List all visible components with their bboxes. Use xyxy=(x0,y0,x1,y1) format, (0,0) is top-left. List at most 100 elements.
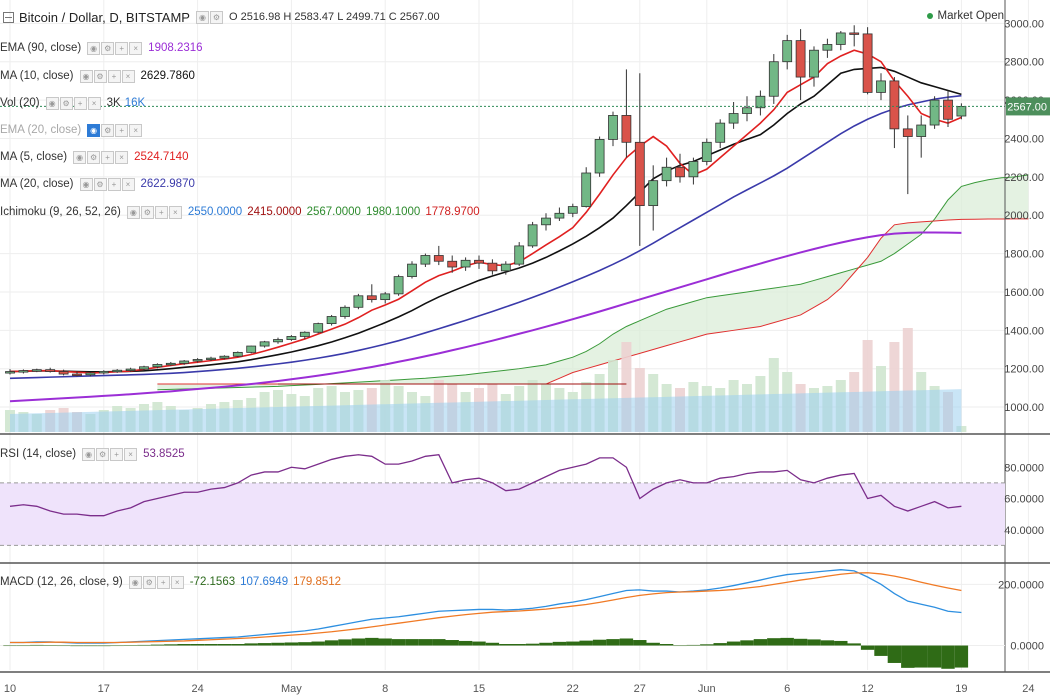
candle xyxy=(326,316,337,325)
settings-icon[interactable]: ⚙ xyxy=(101,41,115,55)
close-icon[interactable]: × xyxy=(124,447,138,461)
add-icon[interactable]: + xyxy=(107,69,121,83)
macd-histogram-bar xyxy=(659,644,674,646)
vol-name[interactable]: Vol (20) xyxy=(0,97,40,109)
macd-histogram-bar xyxy=(619,638,634,646)
macd-histogram-bar xyxy=(110,645,124,647)
add-icon[interactable]: + xyxy=(107,177,121,191)
collapse-legend-icon[interactable] xyxy=(3,11,14,23)
vol-tools: ◉ ⚙ + × xyxy=(45,96,101,110)
settings-icon[interactable]: ⚙ xyxy=(142,575,156,589)
ma10-value: 2629.7860 xyxy=(140,70,195,82)
settings-icon[interactable]: ⚙ xyxy=(93,69,107,83)
candle xyxy=(755,95,766,109)
close-icon[interactable]: × xyxy=(87,96,101,110)
add-icon[interactable]: + xyxy=(154,205,168,219)
macd-histogram-bar xyxy=(887,645,902,663)
volume-bar xyxy=(621,342,632,432)
candle xyxy=(98,370,109,374)
add-icon[interactable]: + xyxy=(101,150,115,164)
y-tick-label: 2800.00 xyxy=(1004,57,1044,69)
candle xyxy=(782,40,793,63)
close-icon[interactable]: × xyxy=(170,575,184,589)
y-tick-label: 2200.00 xyxy=(1004,172,1044,184)
ema90-name[interactable]: EMA (90, close) xyxy=(0,42,82,54)
eye-icon[interactable]: ◉ xyxy=(79,69,93,83)
macd-histogram-bar xyxy=(311,641,325,646)
add-icon[interactable]: + xyxy=(115,41,129,55)
eye-icon[interactable]: ◉ xyxy=(128,575,142,589)
rsi-tick-label: 40.0000 xyxy=(1004,525,1044,537)
macd-histogram-bar xyxy=(284,642,299,646)
rsi-value: 53.8525 xyxy=(143,448,185,460)
ma20-name[interactable]: MA (20, close) xyxy=(0,178,74,190)
close-icon[interactable]: × xyxy=(115,150,129,164)
volume-bar xyxy=(902,328,913,432)
candle xyxy=(31,369,42,372)
rsi-line xyxy=(9,454,962,517)
macd-histogram-bar xyxy=(552,641,567,646)
settings-icon[interactable]: ⚙ xyxy=(140,205,154,219)
eye-hidden-icon[interactable]: ◉ xyxy=(87,123,101,137)
eye-icon[interactable]: ◉ xyxy=(82,447,96,461)
y-tick-label: 1400.00 xyxy=(1004,325,1044,337)
add-icon[interactable]: + xyxy=(73,96,87,110)
close-icon[interactable]: × xyxy=(121,69,135,83)
legend-ema20: EMA (20, close) ◉ ⚙ + × xyxy=(0,122,148,138)
candle xyxy=(675,166,685,178)
candle xyxy=(835,32,846,45)
macd-histogram-bar xyxy=(780,637,794,646)
candle xyxy=(541,217,551,226)
eye-icon[interactable]: ◉ xyxy=(73,150,87,164)
legend-ma5: MA (5, close) ◉ ⚙ + × 2524.7140 xyxy=(0,149,196,165)
macd-histogram-bar xyxy=(204,644,218,646)
y-tick-label: 2000.00 xyxy=(1004,210,1044,222)
close-icon[interactable]: × xyxy=(129,41,143,55)
ma20-value: 2622.9870 xyxy=(140,178,195,190)
symbol-title[interactable]: Bitcoin / Dollar, D, BITSTAMP xyxy=(19,9,190,25)
eye-icon[interactable]: ◉ xyxy=(79,177,93,191)
eye-icon[interactable]: ◉ xyxy=(87,41,101,55)
eye-icon[interactable]: ◉ xyxy=(126,205,140,219)
close-icon[interactable]: × xyxy=(168,205,182,219)
settings-icon[interactable]: ⚙ xyxy=(101,123,115,137)
y-tick-label: 1200.00 xyxy=(1004,364,1044,376)
ma5-name[interactable]: MA (5, close) xyxy=(0,151,68,163)
ma10-name[interactable]: MA (10, close) xyxy=(0,70,74,82)
settings-icon[interactable]: ⚙ xyxy=(96,447,110,461)
settings-icon[interactable]: ⚙ xyxy=(209,10,223,24)
eye-icon[interactable]: ◉ xyxy=(195,10,209,24)
candle xyxy=(5,371,15,374)
close-icon[interactable]: × xyxy=(129,123,143,137)
x-tick-label: 10 xyxy=(4,683,16,695)
macd-histogram-bar xyxy=(137,644,151,646)
macd-tick-label: 200.0000 xyxy=(998,579,1044,591)
macd-value-3: 179.8512 xyxy=(293,576,342,588)
eye-icon[interactable]: ◉ xyxy=(45,96,59,110)
settings-icon[interactable]: ⚙ xyxy=(93,177,107,191)
macd-histogram-bar xyxy=(512,644,526,646)
macd-name[interactable]: MACD (12, 26, close, 9) xyxy=(0,576,123,588)
rsi-name[interactable]: RSI (14, close) xyxy=(0,448,77,460)
ichimoku-name[interactable]: Ichimoku (9, 26, 52, 26) xyxy=(0,206,121,218)
candle xyxy=(742,107,752,114)
macd-histogram-bar xyxy=(592,639,607,646)
volume-bar xyxy=(608,360,618,432)
add-icon[interactable]: + xyxy=(156,575,170,589)
settings-icon[interactable]: ⚙ xyxy=(59,96,73,110)
add-icon[interactable]: + xyxy=(110,447,124,461)
candle xyxy=(581,172,592,207)
candle xyxy=(286,336,297,340)
ema90-value: 1908.2316 xyxy=(148,42,203,54)
macd-histogram-bar xyxy=(633,640,647,646)
close-icon[interactable]: × xyxy=(121,177,135,191)
ema20-name[interactable]: EMA (20, close) xyxy=(0,124,82,136)
candle xyxy=(527,224,538,247)
macd-histogram-bar xyxy=(458,640,473,646)
candle xyxy=(447,260,458,268)
settings-icon[interactable]: ⚙ xyxy=(87,150,101,164)
x-tick-label: 24 xyxy=(191,683,203,695)
add-icon[interactable]: + xyxy=(115,123,129,137)
candle xyxy=(500,263,511,272)
